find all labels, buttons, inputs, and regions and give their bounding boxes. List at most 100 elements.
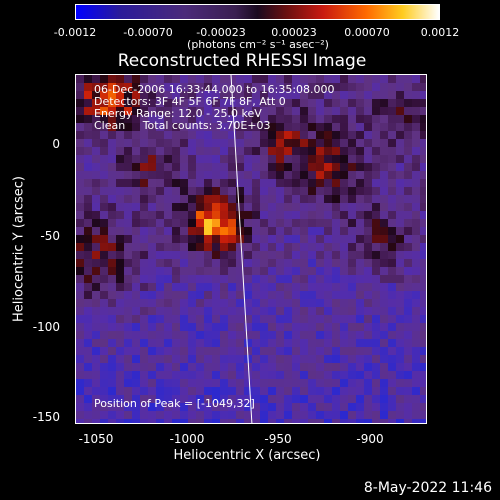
heatmap-cell [276,363,284,371]
heatmap-cell [180,395,188,403]
heatmap-cell [324,219,332,227]
heatmap-cell [412,115,420,123]
heatmap-cell [260,179,268,187]
heatmap-cell [284,219,292,227]
heatmap-cell [252,155,260,163]
colorbar [75,4,440,20]
heatmap-cell [388,371,396,379]
heatmap-cell [124,251,132,259]
heatmap-cell [348,411,356,419]
heatmap-cell [228,411,236,419]
heatmap-cell [364,91,372,99]
heatmap-cell [300,419,308,423]
heatmap-cell [132,395,140,403]
heatmap-cell [380,179,388,187]
heatmap-cell [172,203,180,211]
heatmap-cell [212,323,220,331]
heatmap-cell [236,275,244,283]
heatmap-cell [388,219,396,227]
heatmap-cell [236,163,244,171]
heatmap-cell [308,187,316,195]
heatmap-cell [84,363,92,371]
heatmap-cell [348,155,356,163]
heatmap-cell [300,115,308,123]
heatmap-cell [236,99,244,107]
heatmap-cell [372,315,380,323]
heatmap-cell [404,115,412,123]
heatmap-cell [220,243,228,251]
heatmap-cell [116,187,124,195]
heatmap-cell [180,139,188,147]
heatmap-cell [364,275,372,283]
heatmap-cell [92,91,100,99]
heatmap-cell [276,131,284,139]
heatmap-cell [100,363,108,371]
heatmap-cell [124,307,132,315]
info-detectors: Detectors: 3F 4F 5F 6F 7F 8F, Att 0 [94,95,286,108]
heatmap-cell [236,211,244,219]
heatmap-cell [412,259,420,267]
heatmap-cell [252,387,260,395]
heatmap-cell [324,379,332,387]
heatmap-cell [116,251,124,259]
heatmap-cell [188,107,196,115]
heatmap-cell [412,251,420,259]
heatmap-cell [340,331,348,339]
heatmap-cell [348,171,356,179]
heatmap-cell [300,259,308,267]
heatmap-cell [284,339,292,347]
heatmap-cell [212,395,220,403]
heatmap-cell [124,155,132,163]
heatmap-cell [132,195,140,203]
heatmap-cell [228,379,236,387]
heatmap-cell [132,179,140,187]
heatmap-cell [284,123,292,131]
heatmap-cell [396,163,404,171]
heatmap-cell [276,275,284,283]
heatmap-cell [380,371,388,379]
heatmap-cell [180,363,188,371]
heatmap-cell [108,355,116,363]
heatmap-cell [324,355,332,363]
heatmap-cell [420,283,426,291]
heatmap-cell [348,179,356,187]
colorbar-tick: 0.00023 [271,26,317,39]
heatmap-cell [76,419,84,423]
heatmap-cell [100,387,108,395]
heatmap-cell [300,299,308,307]
heatmap-cell [300,323,308,331]
heatmap-cell [276,419,284,423]
heatmap-cell [380,251,388,259]
heatmap-cell [364,115,372,123]
heatmap-cell [388,379,396,387]
heatmap-cell [148,163,156,171]
heatmap-cell [196,107,204,115]
heatmap-cell [316,331,324,339]
heatmap-cell [228,219,236,227]
heatmap-cell [332,299,340,307]
heatmap-cell [244,203,252,211]
heatmap-cell [236,403,244,411]
heatmap-cell [212,291,220,299]
heatmap-cell [204,363,212,371]
heatmap-cell [172,187,180,195]
heatmap-cell [132,211,140,219]
heatmap-cell [148,107,156,115]
heatmap-cell [236,259,244,267]
heatmap-cell [148,355,156,363]
heatmap-cell [364,251,372,259]
heatmap-cell [236,91,244,99]
heatmap-cell [92,171,100,179]
heatmap-cell [212,115,220,123]
heatmap-cell [292,267,300,275]
heatmap-cell [228,147,236,155]
heatmap-cell [236,171,244,179]
heatmap-cell [348,139,356,147]
heatmap-cell [356,83,364,91]
heatmap-cell [188,187,196,195]
heatmap-cell [140,339,148,347]
heatmap-cell [116,283,124,291]
heatmap-cell [316,187,324,195]
heatmap-cell [204,323,212,331]
heatmap-cell [412,243,420,251]
